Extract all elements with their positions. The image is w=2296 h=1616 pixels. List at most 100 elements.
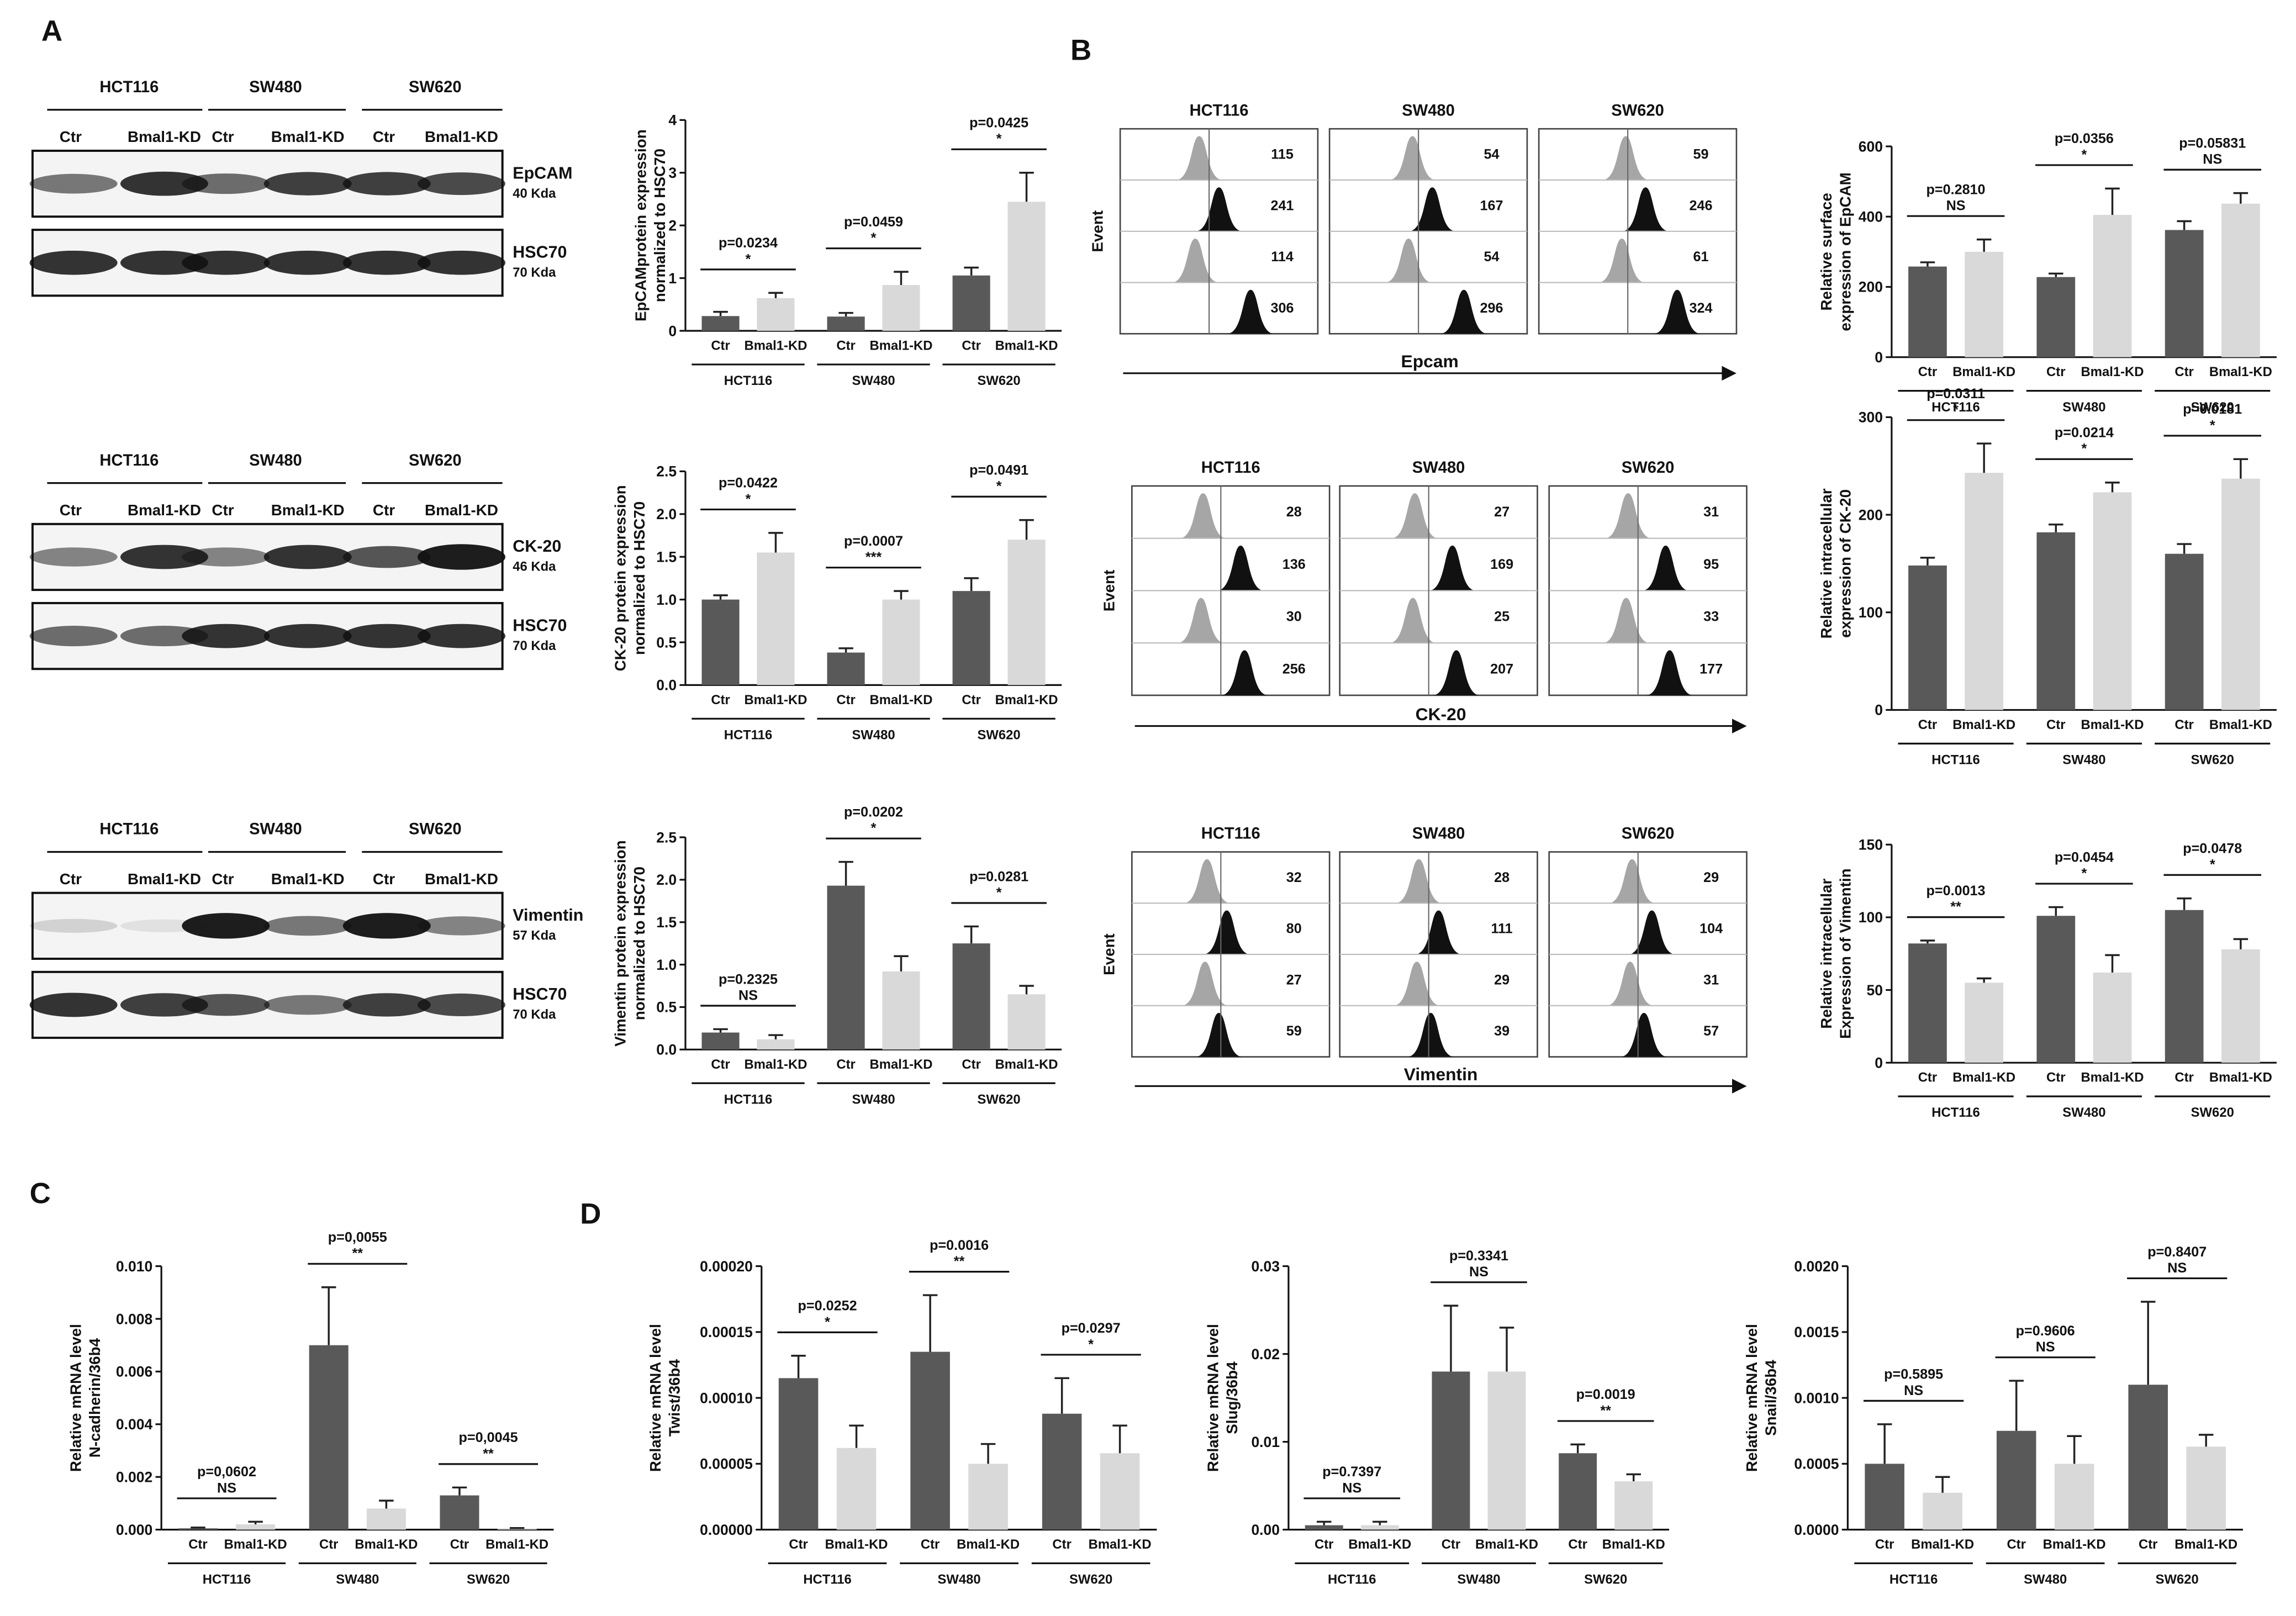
p-value: p=0.7397 — [1322, 1464, 1381, 1480]
p-value: p=0.0491 — [969, 462, 1028, 478]
bar — [2128, 1385, 2168, 1530]
x-tick-label: Ctr — [962, 338, 980, 353]
p-value: p=0,0045 — [459, 1430, 518, 1445]
blot-protein: CK-20 — [513, 537, 561, 556]
flow-histogram — [1598, 239, 1646, 283]
y-axis-label: Relative mRNA level — [67, 1324, 84, 1472]
flow-histogram — [1175, 136, 1223, 180]
bar — [2093, 215, 2132, 357]
bar — [1965, 983, 2004, 1063]
p-value: p=0.0478 — [2183, 841, 2242, 857]
significance-mark: NS — [1946, 198, 1966, 214]
y-tick-label: 0.5 — [656, 999, 677, 1016]
x-tick-label: Bmal1-KD — [1952, 717, 2015, 732]
blot-band — [29, 250, 118, 275]
flow-number: 59 — [1693, 147, 1709, 162]
y-tick-label: 200 — [1859, 279, 1883, 295]
x-tick-label: Ctr — [789, 1537, 807, 1552]
p-value: p=0.0214 — [2055, 425, 2114, 441]
significance-mark: * — [996, 131, 1002, 147]
group-label: HCT116 — [1931, 1105, 1980, 1120]
x-tick-label: Bmal1-KD — [957, 1537, 1020, 1552]
x-tick-label: Ctr — [1315, 1537, 1333, 1552]
error-bar — [1920, 261, 1935, 267]
bar — [1614, 1481, 1653, 1530]
y-axis-label: Relative intracellular — [1818, 488, 1835, 638]
significance-mark: NS — [2036, 1339, 2055, 1355]
blot-group-label: SW620 — [409, 821, 462, 838]
bar — [1100, 1453, 1140, 1530]
blot-band — [417, 916, 505, 936]
flow-histogram — [1171, 239, 1220, 283]
blot-protein: EpCAM — [513, 163, 572, 182]
x-tick-label: Bmal1-KD — [224, 1537, 287, 1552]
x-tick-label: Ctr — [450, 1537, 469, 1552]
blot-lane-label: Bmal1-KD — [425, 501, 498, 519]
p-value: p=0.0016 — [930, 1238, 989, 1253]
y-tick-label: 3 — [668, 165, 677, 181]
x-tick-label: Ctr — [1918, 717, 1937, 732]
bar — [2093, 492, 2132, 710]
blot-band — [182, 913, 270, 939]
group-label: HCT116 — [803, 1572, 851, 1587]
blot-band — [120, 171, 208, 196]
blot-band — [182, 547, 270, 567]
y-axis-label: normalized to HSC70 — [631, 867, 648, 1020]
blot-lane-label: Ctr — [212, 501, 234, 519]
group-label: SW480 — [2024, 1572, 2067, 1587]
x-tick-label: Bmal1-KD — [870, 1057, 933, 1072]
group-label: SW620 — [2191, 752, 2234, 767]
error-bar — [894, 271, 909, 285]
y-tick-label: 150 — [1859, 837, 1883, 853]
blot-band — [263, 250, 352, 275]
flow-number: 59 — [1286, 1023, 1302, 1039]
blot-band — [417, 624, 505, 648]
blot-group-label: SW480 — [249, 78, 302, 96]
bar — [1908, 943, 1947, 1063]
y-tick-label: 0.008 — [116, 1311, 152, 1327]
y-axis-label: Relative mRNA level — [1743, 1324, 1760, 1472]
y-tick-label: 0.000 — [116, 1522, 152, 1538]
bar — [440, 1495, 479, 1530]
significance-mark: * — [825, 1314, 830, 1330]
blot-lane-label: Bmal1-KD — [128, 501, 201, 519]
significance-mark: NS — [1904, 1383, 1923, 1398]
error-bar — [2198, 1434, 2214, 1447]
group-label: SW620 — [978, 373, 1021, 388]
error-bar — [894, 955, 909, 971]
y-tick-label: 50 — [1866, 982, 1882, 999]
flow-number: 30 — [1286, 609, 1302, 625]
bar — [882, 284, 920, 331]
bar — [778, 1378, 819, 1530]
x-tick-label: Bmal1-KD — [870, 693, 933, 707]
flow-group-label: SW480 — [1402, 102, 1455, 119]
flow-number: 177 — [1699, 661, 1723, 677]
flow-group-label: SW620 — [1611, 102, 1664, 119]
error-bar — [509, 1527, 525, 1529]
flow-x-label: Epcam — [1401, 351, 1459, 371]
flow-number: 31 — [1703, 504, 1719, 520]
error-bar — [2049, 906, 2063, 916]
p-value: p=0.5895 — [1884, 1367, 1943, 1382]
x-tick-label: Ctr — [962, 693, 980, 707]
blot-band — [342, 624, 431, 648]
blot-band — [342, 172, 431, 196]
flow-number: 39 — [1494, 1023, 1509, 1039]
flow-histogram — [1608, 859, 1656, 904]
blot-protein: HSC70 — [513, 985, 567, 1004]
bar — [701, 1032, 740, 1050]
flow-histogram — [1622, 187, 1670, 231]
error-bar — [1976, 442, 1992, 473]
error-bar — [248, 1520, 263, 1525]
flow-number: 241 — [1271, 198, 1294, 213]
flow-number: 29 — [1703, 870, 1719, 885]
error-bar — [1920, 939, 1935, 944]
bar — [1042, 1413, 1082, 1530]
bar — [2165, 553, 2204, 710]
blot-lane-label: Bmal1-KD — [271, 501, 345, 519]
x-tick-label: Bmal1-KD — [744, 1057, 807, 1072]
y-axis-label: Relative surface — [1818, 193, 1835, 310]
x-tick-label: Bmal1-KD — [995, 338, 1058, 353]
y-axis-label: normalized to HSC70 — [631, 501, 648, 655]
